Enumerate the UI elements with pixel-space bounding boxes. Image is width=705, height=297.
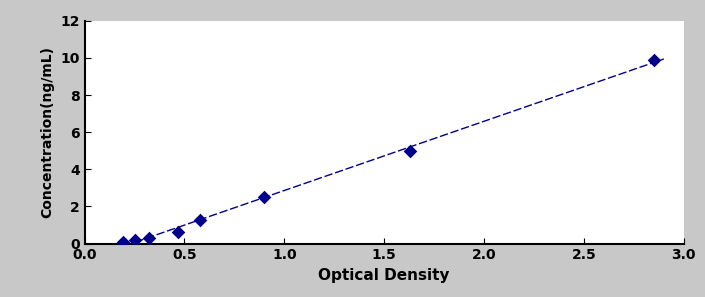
Point: [405, 148, 416, 153]
Point: [259, 195, 270, 200]
Point: [649, 57, 660, 62]
Point: [143, 236, 154, 240]
X-axis label: Optical Density: Optical Density: [319, 268, 450, 283]
Point: [117, 239, 128, 244]
Y-axis label: Concentration(ng/mL): Concentration(ng/mL): [41, 46, 55, 218]
Point: [129, 238, 140, 242]
Point: [195, 218, 206, 223]
Point: [173, 230, 184, 235]
